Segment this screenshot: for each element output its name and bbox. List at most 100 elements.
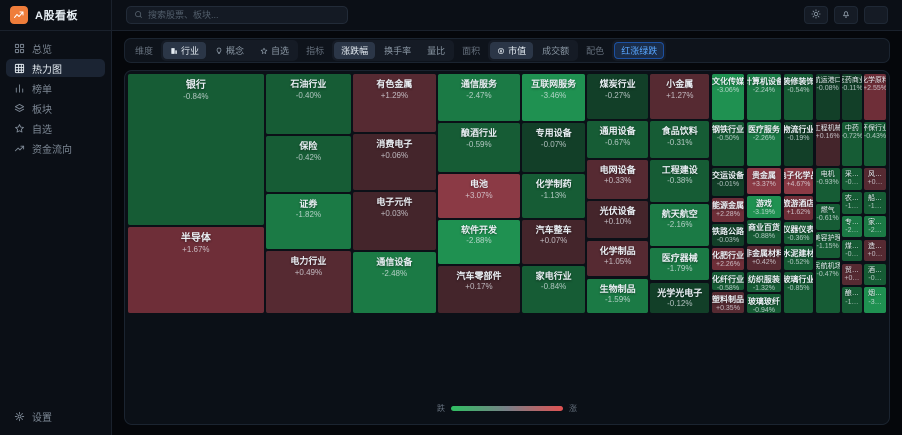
treemap-block[interactable]: 汽车整车 +0.07% (522, 219, 586, 264)
treemap-block[interactable]: 玻璃行业 -0.85% (783, 271, 814, 313)
toolbar-option-metric-0[interactable]: 涨跌幅 (334, 42, 376, 59)
toolbar-option-dimension-0[interactable]: 行业 (163, 42, 207, 59)
treemap-block[interactable]: 钢铁行业 -0.50% (711, 122, 745, 166)
treemap-block[interactable]: 风… +0… (864, 167, 886, 190)
treemap-block[interactable]: 仪器仪表 -0.36% (783, 221, 814, 244)
treemap-block[interactable]: 非金属材料 +0.42% (746, 245, 782, 270)
search-input[interactable] (148, 10, 340, 20)
toolbar-option-color-scheme-0[interactable]: 红涨绿跌 (614, 42, 665, 59)
toolbar-option-dimension-2[interactable]: 自选 (253, 42, 296, 59)
treemap-block[interactable]: 石油行业 -0.40% (265, 74, 351, 134)
treemap-block[interactable]: 化学原料 +2.55% (864, 74, 886, 120)
treemap-block[interactable]: 工程机械 +0.16% (815, 122, 840, 166)
treemap-block[interactable]: 纺织服装 -1.32% (746, 271, 782, 292)
treemap-block[interactable]: 有色金属 +1.29% (353, 74, 436, 132)
treemap-block[interactable]: 食品饮料 -0.31% (650, 120, 710, 158)
treemap-block[interactable]: 旅游酒店 +1.62% (783, 195, 814, 220)
treemap-block[interactable]: 玻璃玻纤 -0.94% (746, 293, 782, 313)
treemap-block[interactable]: 光学光电子 -0.12% (650, 282, 710, 313)
treemap-block[interactable]: 光伏设备 +0.10% (587, 200, 648, 239)
treemap-block[interactable]: 软件开发 -2.88% (438, 219, 520, 264)
legend-up-label: 涨 (569, 404, 577, 413)
treemap-block[interactable]: 文化传媒 -3.06% (711, 74, 745, 120)
treemap-block[interactable]: 燃气 -0.61% (815, 203, 840, 230)
treemap-block[interactable]: 能源金属 +2.28% (711, 198, 745, 222)
treemap-block[interactable]: 医疗服务 -2.26% (746, 122, 782, 166)
toolbar-option-metric-1[interactable]: 换手率 (377, 42, 418, 59)
sidebar-item-fund-flow[interactable]: 资金流向 (6, 139, 105, 157)
treemap-block[interactable]: 航运港口 -0.08% (815, 74, 840, 120)
treemap-block[interactable]: 环保行业 -0.43% (864, 122, 886, 166)
treemap-block[interactable]: 计算机设备 -2.24% (746, 74, 782, 120)
toolbar-option-size-by-1[interactable]: 成交额 (535, 42, 576, 59)
treemap-block[interactable]: 电子化学品+4.67% (783, 167, 814, 194)
treemap-block[interactable]: 汽车零部件 +0.17% (438, 265, 520, 313)
treemap-block[interactable]: 民航机场 -0.47% (815, 259, 840, 313)
theme-button[interactable] (804, 6, 828, 24)
treemap-block[interactable]: 水泥建材 -0.52% (783, 245, 814, 270)
treemap-block[interactable]: 铁路公路 -0.03% (711, 224, 745, 246)
treemap-block[interactable]: 航天航空 -2.16% (650, 203, 710, 246)
treemap-block[interactable]: 商业百货 -0.88% (746, 219, 782, 244)
treemap-block[interactable]: 化学制品 +1.05% (587, 240, 648, 277)
sidebar-item-settings[interactable]: 设置 (6, 407, 105, 425)
treemap-block[interactable]: 煤… -0… (842, 239, 862, 262)
treemap-block[interactable]: 烟… -3… (864, 287, 886, 313)
treemap-block[interactable]: 电机 -0.93% (815, 167, 840, 202)
treemap-block[interactable]: 物流行业 -0.19% (783, 122, 814, 166)
treemap-block[interactable]: 证券 -1.82% (265, 193, 351, 249)
github-button[interactable] (864, 6, 888, 24)
treemap-block[interactable]: 酒… -0… (864, 263, 886, 286)
treemap-block[interactable]: 通用设备 -0.67% (587, 120, 648, 158)
treemap-block[interactable]: 工程建设 -0.38% (650, 159, 710, 202)
treemap-block[interactable]: 化纤行业 -0.58% (711, 271, 745, 290)
treemap-block[interactable]: 煤炭行业 -0.27% (587, 74, 648, 119)
treemap-block[interactable]: 酿酒行业 -0.59% (438, 122, 520, 172)
sidebar-item-heatmap[interactable]: 热力图 (6, 59, 105, 77)
treemap-block[interactable]: 家… -2… (864, 215, 886, 238)
treemap-block[interactable]: 保险 -0.42% (265, 135, 351, 192)
treemap-block[interactable]: 采… -0… (842, 167, 862, 190)
treemap-block[interactable]: 造… +0… (864, 239, 886, 262)
treemap-block[interactable]: 互联网服务 -3.46% (522, 74, 586, 121)
treemap-block[interactable]: 贵金属 +3.37% (746, 167, 782, 194)
treemap-block[interactable]: 通信设备 -2.48% (353, 251, 436, 313)
sidebar-item-ranking[interactable]: 榜单 (6, 79, 105, 97)
treemap-block[interactable]: 电网设备 +0.33% (587, 159, 648, 199)
treemap-block[interactable]: 半导体 +1.67% (128, 227, 264, 313)
treemap-block[interactable]: 酿… -1… (842, 287, 862, 313)
treemap-block[interactable]: 家电行业 -0.84% (522, 265, 586, 313)
sidebar-item-overview[interactable]: 总览 (6, 39, 105, 57)
treemap-block[interactable]: 医疗器械 -1.79% (650, 247, 710, 281)
treemap-block[interactable]: 化学制药 -1.13% (522, 173, 586, 218)
treemap-block[interactable]: 电力行业 +0.49% (265, 250, 351, 313)
treemap-block[interactable]: 中药-0.72% (842, 122, 862, 166)
treemap-block[interactable]: 消费电子 +0.06% (353, 133, 436, 190)
treemap-block[interactable]: 塑料制品 +0.35% (711, 291, 745, 313)
treemap-block[interactable]: 电子元件 +0.03% (353, 191, 436, 250)
treemap-block[interactable]: 装修装饰 -0.54% (783, 74, 814, 120)
toolbar-option-dimension-1[interactable]: 概念 (208, 42, 251, 59)
sidebar-item-sectors[interactable]: 板块 (6, 99, 105, 117)
treemap-block[interactable]: 生物制品 -1.59% (587, 278, 648, 313)
treemap-block[interactable]: 电池 +3.07% (438, 173, 520, 218)
block-change-percent: +0.35% (715, 305, 740, 313)
treemap-block[interactable]: 游戏 -3.19% (746, 195, 782, 218)
treemap-block[interactable]: 交运设备 -0.01% (711, 167, 745, 196)
notifications-button[interactable] (834, 6, 858, 24)
treemap-block[interactable]: 化肥行业 +2.26% (711, 247, 745, 270)
toolbar-option-size-by-0[interactable]: 市值 (490, 42, 534, 59)
treemap-block[interactable]: 专用设备 -0.07% (522, 122, 586, 172)
toolbar-option-metric-2[interactable]: 量比 (420, 42, 452, 59)
search-box[interactable] (126, 6, 348, 24)
treemap-block[interactable]: 银行 -0.84% (128, 74, 264, 226)
treemap-block[interactable]: 医药商业-0.11% (842, 74, 862, 120)
treemap-block[interactable]: 农… -1… (842, 191, 862, 214)
sidebar-item-watchlist[interactable]: 自选 (6, 119, 105, 137)
treemap-block[interactable]: 专… -2… (842, 215, 862, 238)
treemap-block[interactable]: 贸… +0… (842, 263, 862, 286)
treemap-block[interactable]: 通信服务 -2.47% (438, 74, 520, 121)
treemap-block[interactable]: 小金属 +1.27% (650, 74, 710, 119)
treemap-block[interactable]: 船… -1… (864, 191, 886, 214)
treemap-block[interactable]: 美容护理 -1.15% (815, 231, 840, 258)
